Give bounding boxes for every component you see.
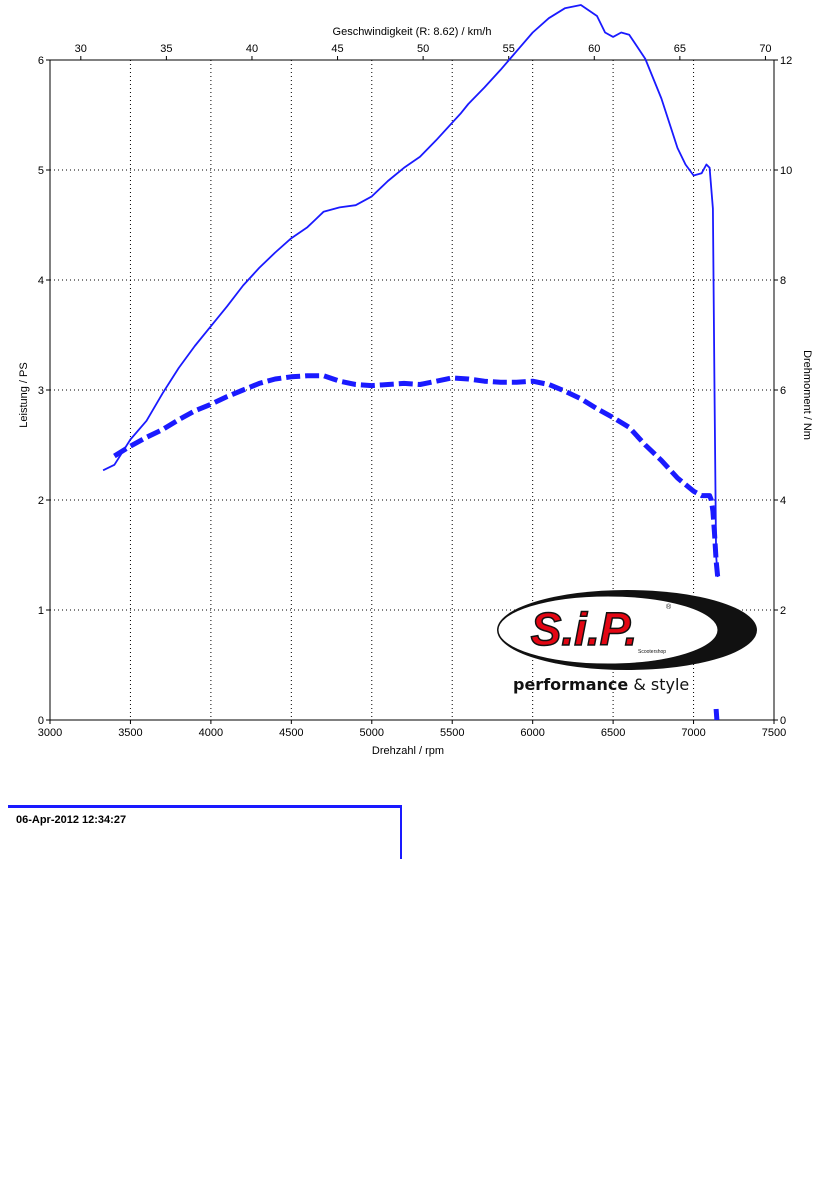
x-tick-label: 5000 [360, 727, 384, 739]
logo-tagline: performance & style [513, 675, 689, 694]
y-tick-label: 3 [38, 385, 44, 397]
y2-tick-label: 6 [780, 385, 786, 397]
logo-tagline-bold: performance [513, 675, 628, 694]
timestamp: 06-Apr-2012 12:34:27 [16, 814, 127, 826]
x-tick-label: 5500 [440, 727, 464, 739]
x2-tick-label: 30 [75, 43, 87, 55]
dyno-chart: 3000 3500 4000 4500 5000 5500 6000 6500 7000 7500… [18, 4, 813, 757]
y-tick-label: 1 [38, 605, 44, 617]
y-tick-label: 5 [38, 165, 44, 177]
power-series-line [102, 4, 719, 578]
x-tick-label: 4500 [279, 727, 303, 739]
x-tick-label: 6500 [601, 727, 625, 739]
grid-lines [50, 60, 774, 720]
logo-tagline-rest: & style [628, 675, 689, 694]
x-tick-label: 3000 [38, 727, 62, 739]
y2-tick-label: 12 [780, 55, 792, 67]
x-tick-label: 7500 [762, 727, 786, 739]
torque-series-line [113, 373, 721, 578]
x2-tick-label: 45 [331, 43, 343, 55]
series-layer [102, 4, 721, 721]
x2-tick-label: 40 [246, 43, 258, 55]
timestamp-box: 06-Apr-2012 12:34:27 [8, 805, 402, 859]
logo-white-ellipse [497, 595, 719, 665]
y2-tick-label: 8 [780, 275, 786, 287]
y-tick-label: 0 [38, 715, 44, 727]
x-tick-label: 4000 [199, 727, 223, 739]
logo-brand-text: S.i.P. [531, 603, 638, 655]
y2-tick-label: 4 [780, 495, 786, 507]
axis-ticks: 3000 3500 4000 4500 5000 5500 6000 6500 7000 7500… [38, 43, 792, 739]
logo-scootershop-text: Scootershop [638, 649, 666, 655]
sip-logo: S.i.P. ® Scootershop performance & style [497, 590, 757, 694]
torque-series-line [713, 708, 720, 721]
x2-tick-label: 65 [674, 43, 686, 55]
x2-tick-label: 60 [588, 43, 600, 55]
y-tick-label: 2 [38, 495, 44, 507]
x2-tick-label: 70 [759, 43, 771, 55]
x2-tick-label: 35 [160, 43, 172, 55]
y-tick-label: 6 [38, 55, 44, 67]
x2-tick-label: 55 [503, 43, 515, 55]
x-axis-title: Drehzahl / rpm [372, 745, 444, 757]
y-axis-title: Leistung / PS [18, 362, 30, 427]
top-axis-title: Geschwindigkeit (R: 8.62) / km/h [333, 26, 492, 38]
y-tick-label: 4 [38, 275, 44, 287]
y2-tick-label: 10 [780, 165, 792, 177]
x-tick-label: 6000 [520, 727, 544, 739]
x2-tick-label: 50 [417, 43, 429, 55]
y2-tick-label: 2 [780, 605, 786, 617]
x-tick-label: 3500 [118, 727, 142, 739]
y2-axis-title: Drehmoment / Nm [801, 350, 813, 440]
x-tick-label: 7000 [681, 727, 705, 739]
y2-tick-label: 0 [780, 715, 786, 727]
logo-registered-mark: ® [666, 603, 672, 611]
